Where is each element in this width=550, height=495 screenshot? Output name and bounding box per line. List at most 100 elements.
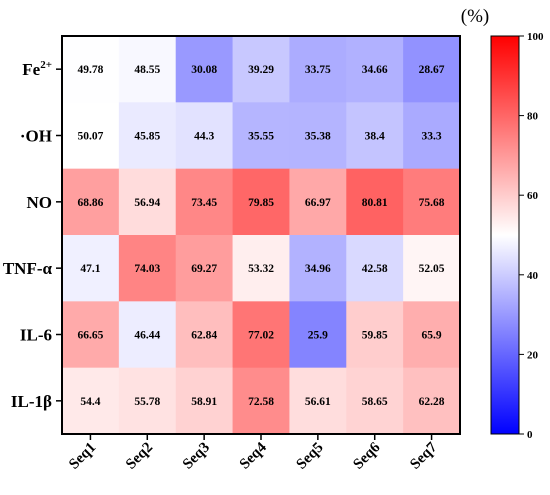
- cell-value-label: 42.58: [362, 263, 388, 275]
- cell-value-label: 75.68: [419, 197, 445, 209]
- heatmap-cell: [62, 168, 120, 236]
- heatmap-cell: [289, 36, 347, 103]
- column-label: Seq7: [407, 439, 440, 472]
- cell-value-label: 69.27: [191, 263, 217, 275]
- cell-value-label: 66.65: [77, 330, 103, 342]
- heatmap-cell: [346, 102, 404, 170]
- row-label: ·OH: [20, 127, 52, 146]
- cell-value-label: 62.28: [419, 396, 445, 408]
- heatmap-cell: [62, 367, 120, 435]
- cell-value-label: 52.05: [419, 263, 445, 275]
- heatmap-cell: [289, 168, 347, 236]
- heatmap-cell: [62, 36, 120, 103]
- cell-value-label: 66.97: [305, 197, 331, 209]
- heatmap-cell: [62, 235, 120, 302]
- heatmap-cell: [118, 36, 177, 103]
- heatmap-cell: [175, 367, 233, 435]
- heatmap-cell: [118, 367, 177, 435]
- colorbar: [490, 35, 520, 435]
- cell-value-label: 74.03: [134, 263, 160, 275]
- heatmap-cell: [289, 102, 347, 170]
- cell-value-label: 80.81: [362, 197, 388, 209]
- heatmap-cell: [232, 235, 290, 302]
- heatmap-cell: [232, 367, 290, 435]
- heatmap-cell: [289, 235, 347, 302]
- heatmap-cell: [62, 301, 120, 369]
- heatmap-cell: [118, 235, 177, 302]
- heatmap-cell: [175, 36, 233, 103]
- cell-value-label: 65.9: [422, 330, 442, 342]
- heatmap-cell: [346, 36, 404, 103]
- heatmap-cell: [346, 168, 404, 236]
- heatmap-cell: [175, 102, 233, 170]
- cell-value-label: 68.86: [77, 197, 103, 209]
- cell-value-label: 77.02: [248, 330, 274, 342]
- cell-value-label: 38.4: [365, 131, 385, 143]
- heatmap-cell: [232, 301, 290, 369]
- cell-value-label: 33.75: [305, 64, 331, 76]
- cell-value-label: 56.94: [134, 197, 160, 209]
- heatmap-cell: [289, 367, 347, 435]
- heatmap-cell: [118, 102, 177, 170]
- heatmap-cell: [175, 168, 233, 236]
- heatmap-cells: 49.78 48.55 30.08 39.29 33.75 34.66 28.67 50.07…: [62, 36, 461, 435]
- cell-value-label: 50.07: [77, 131, 103, 143]
- column-labels: Seq1 Seq2 Seq3 Seq4 Seq5 Seq6 Seq7: [66, 434, 441, 473]
- cell-value-label: 58.91: [191, 396, 217, 408]
- heatmap-cell: [403, 36, 461, 103]
- cell-value-label: 49.78: [77, 64, 103, 76]
- cell-value-label: 34.66: [362, 64, 388, 76]
- row-label: IL-6: [20, 326, 52, 345]
- cell-value-label: 56.61: [305, 396, 331, 408]
- row-label: TNF-α: [3, 259, 53, 278]
- colorbar-ticks: 0 20 40 60 80 100: [519, 31, 544, 441]
- heatmap-cell: [232, 102, 290, 170]
- heatmap-cell: [346, 235, 404, 302]
- row-label: IL-1β: [11, 392, 52, 411]
- row-labels: Fe2+ ·OH NO TNF-α IL-6 IL-1β: [3, 59, 62, 411]
- column-label: Seq2: [123, 440, 156, 473]
- column-label: Seq1: [66, 440, 99, 473]
- heatmap-cell: [403, 102, 461, 170]
- heatmap-cell: [403, 168, 461, 236]
- cell-value-label: 44.3: [194, 131, 214, 143]
- heatmap-cell: [232, 36, 290, 103]
- colorbar-tick-label: 40: [527, 270, 539, 282]
- heatmap-cell: [403, 367, 461, 435]
- heatmap-cell: [175, 301, 233, 369]
- column-label: Seq4: [237, 439, 270, 472]
- cell-value-label: 58.65: [362, 396, 388, 408]
- heatmap-cell: [403, 235, 461, 302]
- heatmap-cell: [403, 301, 461, 369]
- heatmap-cell: [346, 367, 404, 435]
- cell-value-label: 79.85: [248, 197, 274, 209]
- column-label: Seq6: [350, 439, 383, 472]
- cell-value-label: 59.85: [362, 330, 388, 342]
- row-label: NO: [27, 193, 53, 212]
- cell-value-label: 62.84: [191, 330, 217, 342]
- cell-value-label: 55.78: [134, 396, 160, 408]
- heatmap-cell: [62, 102, 120, 170]
- row-label: Fe2+: [22, 59, 52, 79]
- colorbar-tick-label: 60: [527, 190, 539, 202]
- heatmap-cell: [232, 168, 290, 236]
- cell-value-label: 53.32: [248, 263, 274, 275]
- cell-value-label: 35.38: [305, 131, 331, 143]
- column-label: Seq3: [180, 440, 213, 473]
- heatmap-cell: [118, 168, 177, 236]
- cell-value-label: 46.44: [134, 330, 160, 342]
- colorbar-tick-label: 0: [527, 429, 533, 441]
- cell-value-label: 30.08: [191, 64, 217, 76]
- colorbar-tick-label: 100: [527, 31, 544, 43]
- cell-value-label: 73.45: [191, 197, 217, 209]
- cell-value-label: 47.1: [80, 263, 100, 275]
- cell-value-label: 34.96: [305, 263, 331, 275]
- colorbar-tick-label: 80: [527, 111, 539, 123]
- cell-value-label: 48.55: [134, 64, 160, 76]
- heatmap-cell: [289, 301, 347, 369]
- cell-value-label: 33.3: [422, 131, 442, 143]
- cell-value-label: 39.29: [248, 64, 274, 76]
- cell-value-label: 28.67: [419, 64, 445, 76]
